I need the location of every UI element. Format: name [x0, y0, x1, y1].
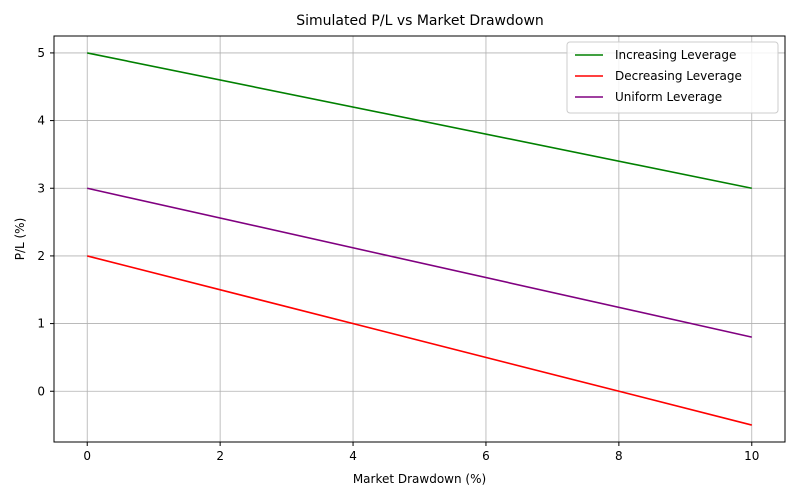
axis-ticks: 0 2 4 6 8 10 0 1 2 3 4 5: [37, 46, 759, 463]
x-tick-label: 0: [83, 449, 91, 463]
plot-frame: [53, 35, 786, 443]
y-axis-label: P/L (%): [13, 218, 27, 261]
chart-title: Simulated P/L vs Market Drawdown: [296, 13, 544, 29]
legend-label: Uniform Leverage: [615, 90, 722, 104]
y-tick-label: 2: [37, 249, 45, 263]
y-tick-label: 1: [37, 317, 45, 331]
x-tick-label: 6: [482, 449, 490, 463]
y-tick-label: 5: [37, 46, 45, 60]
y-tick-label: 4: [37, 114, 45, 128]
x-tick-label: 4: [349, 449, 357, 463]
series-lines: [87, 52, 752, 426]
legend-box: [566, 41, 779, 114]
y-tick-label: 3: [37, 181, 45, 195]
legend-label: Increasing Leverage: [615, 48, 736, 62]
legend: Increasing Leverage Decreasing Leverage Un…: [566, 41, 779, 114]
series-line-0: [87, 52, 752, 190]
x-axis-label: Market Drawdown (%): [353, 472, 486, 486]
legend-label: Decreasing Leverage: [615, 69, 742, 83]
x-tick-label: 2: [216, 449, 224, 463]
x-tick-label: 8: [615, 449, 623, 463]
series-line-1: [87, 255, 752, 426]
y-tick-label: 0: [37, 384, 45, 398]
series-line-2: [87, 187, 752, 338]
x-tick-label: 10: [744, 449, 759, 463]
